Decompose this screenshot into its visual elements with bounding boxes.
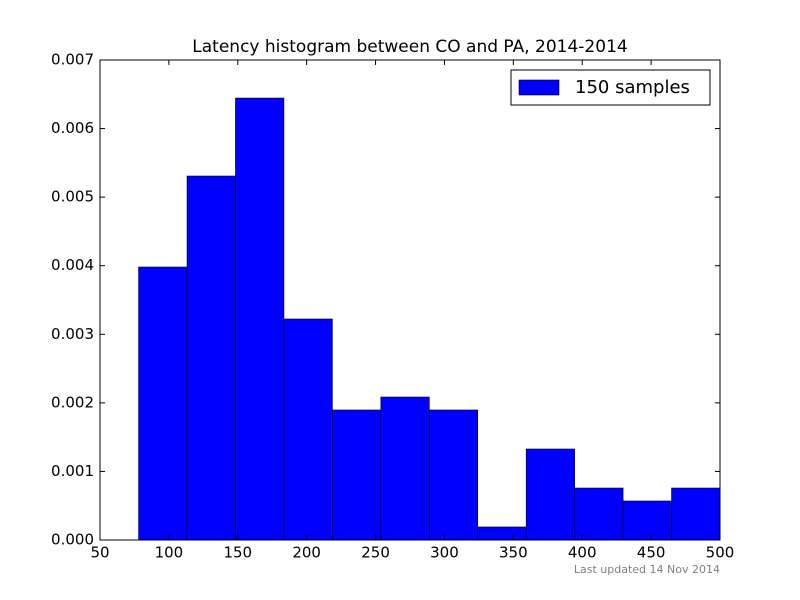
bar — [380, 396, 430, 541]
y-tick-label: 0.002 — [51, 393, 94, 411]
x-tick-label: 400 — [568, 544, 597, 562]
plot-frame — [99, 59, 721, 541]
x-tick-label: 300 — [430, 544, 459, 562]
legend-label: 150 samples — [575, 77, 690, 98]
bar — [622, 500, 672, 541]
y-tick-label: 0.007 — [51, 51, 94, 69]
legend-box — [510, 69, 711, 106]
x-tick-label: 500 — [706, 544, 735, 562]
annotation: Last updated 14 Nov 2014 — [574, 563, 720, 576]
x-tick-label: 200 — [292, 544, 321, 562]
y-tick-label: 0.000 — [51, 531, 94, 549]
x-tick-label: 150 — [223, 544, 252, 562]
y-tick-label: 0.004 — [51, 256, 94, 274]
bar — [332, 409, 382, 541]
bar — [138, 266, 188, 541]
x-tick-label: 450 — [637, 544, 666, 562]
y-tick-label: 0.006 — [51, 119, 94, 137]
y-tick-label: 0.001 — [51, 462, 94, 480]
bar — [186, 175, 236, 541]
y-tick-label: 0.003 — [51, 325, 94, 343]
bar — [525, 448, 575, 541]
bar — [235, 97, 285, 541]
bar — [283, 318, 333, 541]
bar — [574, 487, 624, 541]
bar — [428, 409, 479, 541]
legend-swatch — [518, 79, 560, 96]
x-tick-label: 250 — [361, 544, 390, 562]
chart-title: Latency histogram between CO and PA, 201… — [192, 37, 627, 57]
x-tick-label: 100 — [155, 544, 184, 562]
bar — [477, 526, 527, 541]
y-tick-label: 0.005 — [51, 188, 94, 206]
x-tick-label: 50 — [90, 544, 109, 562]
bar — [671, 487, 721, 541]
x-tick-label: 350 — [499, 544, 528, 562]
